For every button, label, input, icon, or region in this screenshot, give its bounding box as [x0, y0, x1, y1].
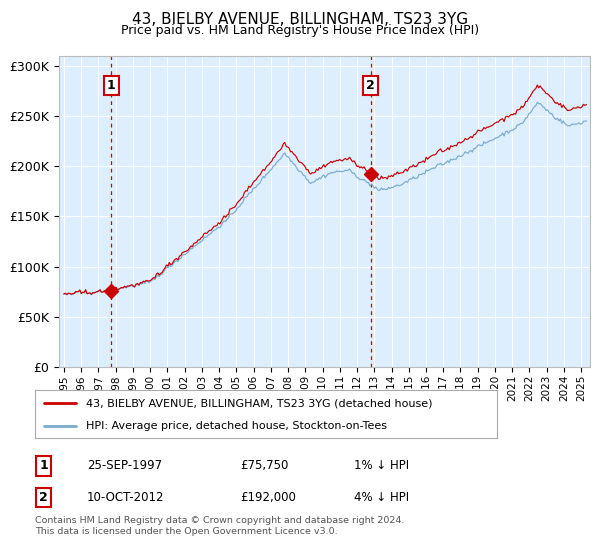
- Text: 1: 1: [40, 459, 48, 473]
- Text: HPI: Average price, detached house, Stockton-on-Tees: HPI: Average price, detached house, Stoc…: [86, 421, 386, 431]
- Text: £192,000: £192,000: [240, 491, 296, 504]
- Text: 2: 2: [366, 79, 375, 92]
- Text: 43, BIELBY AVENUE, BILLINGHAM, TS23 3YG (detached house): 43, BIELBY AVENUE, BILLINGHAM, TS23 3YG …: [86, 398, 432, 408]
- Text: Price paid vs. HM Land Registry's House Price Index (HPI): Price paid vs. HM Land Registry's House …: [121, 24, 479, 37]
- Text: £75,750: £75,750: [240, 459, 289, 473]
- Text: 1: 1: [107, 79, 115, 92]
- Text: 10-OCT-2012: 10-OCT-2012: [87, 491, 164, 504]
- Text: 1% ↓ HPI: 1% ↓ HPI: [354, 459, 409, 473]
- Text: 4% ↓ HPI: 4% ↓ HPI: [354, 491, 409, 504]
- Text: 25-SEP-1997: 25-SEP-1997: [87, 459, 162, 473]
- Text: This data is licensed under the Open Government Licence v3.0.: This data is licensed under the Open Gov…: [35, 528, 337, 536]
- Text: Contains HM Land Registry data © Crown copyright and database right 2024.: Contains HM Land Registry data © Crown c…: [35, 516, 404, 525]
- Text: 43, BIELBY AVENUE, BILLINGHAM, TS23 3YG: 43, BIELBY AVENUE, BILLINGHAM, TS23 3YG: [132, 12, 468, 27]
- Text: 2: 2: [40, 491, 48, 504]
